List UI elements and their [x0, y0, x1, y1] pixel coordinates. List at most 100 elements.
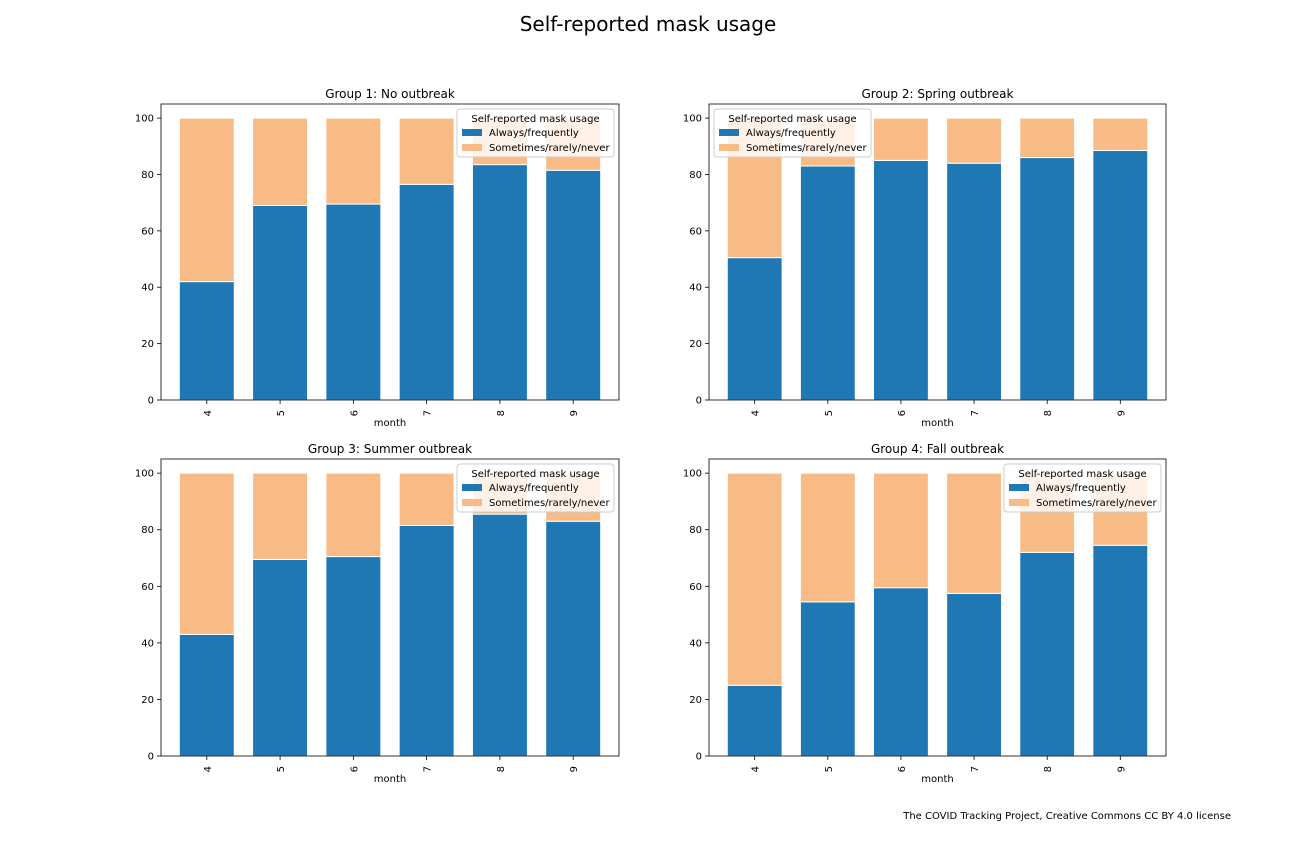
bar-always-month-9 [1092, 150, 1149, 401]
bar-always-month-4 [178, 633, 235, 757]
legend: Self-reported mask usage Always/frequentl… [456, 463, 615, 513]
x-tick-label: 8 [496, 410, 507, 416]
x-tick-label: 9 [569, 410, 580, 416]
plot-frame [708, 458, 1167, 757]
bar-sometimes-month-7 [946, 117, 1002, 164]
bar-always-month-7 [398, 183, 455, 401]
legend-box [1003, 463, 1162, 513]
figure-title: Self-reported mask usage [519, 12, 777, 36]
bar-always-month-5 [799, 165, 856, 401]
bar-sometimes-month-7 [398, 117, 455, 185]
subplot-title: Group 1: No outbreak [325, 87, 455, 101]
y-tick-label: 0 [696, 396, 702, 407]
bar-sometimes-month-6 [325, 117, 382, 205]
legend-title: Self-reported mask usage [1018, 469, 1146, 480]
bar-sometimes-month-6 [325, 472, 382, 558]
y-tick-label: 20 [141, 339, 154, 350]
bar-sometimes-month-5 [252, 472, 309, 560]
bar-always-month-5 [252, 558, 309, 757]
x-tick-label: 5 [824, 410, 835, 416]
plot-frame [160, 103, 620, 401]
y-tick-label: 80 [141, 170, 154, 181]
bar-sometimes-month-9 [1092, 117, 1149, 152]
legend-swatch-always [719, 129, 739, 136]
bar-sometimes-month-5 [799, 472, 856, 603]
bar-always-month-6 [873, 587, 929, 757]
legend-swatch-sometimes [1009, 499, 1029, 506]
legend-label: Always/frequently [489, 128, 579, 139]
bar-always-month-8 [471, 164, 528, 401]
bar-always-month-6 [325, 556, 382, 757]
legend-label: Sometimes/rarely/never [489, 143, 610, 154]
legend-box [456, 463, 615, 513]
legend-swatch-sometimes [462, 499, 482, 506]
x-tick-label: 4 [751, 410, 762, 416]
legend-swatch-sometimes [719, 144, 739, 151]
x-tick-label: 8 [496, 766, 507, 772]
legend: Self-reported mask usage Always/frequentl… [1003, 463, 1162, 513]
x-tick-label: 6 [897, 410, 908, 416]
x-tick-label: 5 [276, 410, 287, 416]
bar-always-month-7 [946, 592, 1002, 757]
bar-sometimes-month-7 [398, 472, 455, 526]
bar-always-month-5 [252, 204, 309, 401]
bar-always-month-4 [726, 684, 783, 757]
x-tick-label: 8 [1043, 410, 1054, 416]
y-tick-label: 20 [689, 339, 702, 350]
bar-always-month-4 [726, 257, 783, 401]
y-tick-label: 40 [689, 283, 702, 294]
bar-always-month-8 [1019, 551, 1076, 757]
y-tick-label: 60 [689, 226, 702, 237]
x-tick-label: 6 [349, 766, 360, 772]
y-tick-label: 60 [141, 226, 154, 237]
legend-label: Sometimes/rarely/never [746, 143, 867, 154]
legend-label: Always/frequently [489, 483, 579, 494]
legend-box [456, 108, 615, 158]
y-tick-label: 60 [689, 582, 702, 593]
y-tick-label: 100 [135, 469, 154, 480]
y-tick-label: 60 [141, 582, 154, 593]
bar-always-month-9 [1092, 544, 1149, 757]
y-tick-label: 100 [683, 469, 702, 480]
y-tick-label: 100 [683, 114, 702, 125]
x-axis-label: month [374, 418, 406, 429]
y-tick-label: 40 [141, 638, 154, 649]
y-tick-label: 80 [141, 525, 154, 536]
plot-frame [160, 458, 620, 757]
bar-always-month-7 [946, 162, 1002, 401]
x-tick-label: 4 [203, 410, 214, 416]
y-tick-label: 20 [141, 695, 154, 706]
x-tick-label: 9 [1116, 410, 1127, 416]
y-tick-label: 80 [689, 170, 702, 181]
x-tick-label: 8 [1043, 766, 1054, 772]
bar-always-month-4 [178, 281, 235, 401]
y-tick-label: 20 [689, 695, 702, 706]
legend: Self-reported mask usage Always/frequentl… [713, 108, 872, 158]
legend-label: Always/frequently [746, 128, 836, 139]
x-tick-label: 7 [970, 410, 981, 416]
bar-sometimes-month-5 [252, 117, 309, 206]
legend-swatch-always [462, 129, 482, 136]
bar-sometimes-month-7 [946, 472, 1002, 594]
x-tick-label: 4 [751, 766, 762, 772]
legend-swatch-always [1009, 484, 1029, 491]
x-axis-label: month [921, 418, 953, 429]
y-tick-label: 0 [148, 752, 154, 763]
x-tick-label: 6 [349, 410, 360, 416]
legend: Self-reported mask usage Always/frequentl… [456, 108, 615, 158]
bar-always-month-7 [398, 524, 455, 757]
y-tick-label: 40 [689, 638, 702, 649]
y-tick-label: 40 [141, 283, 154, 294]
x-tick-label: 7 [423, 766, 434, 772]
legend-title: Self-reported mask usage [471, 469, 599, 480]
x-tick-label: 5 [824, 766, 835, 772]
bar-always-month-8 [471, 513, 528, 757]
plot-frame [708, 103, 1167, 401]
legend-label: Sometimes/rarely/never [1036, 498, 1157, 509]
bar-always-month-6 [325, 203, 382, 401]
bar-always-month-8 [1019, 157, 1076, 401]
chart-panel-2: 4 5 6 7 8 9 0 20 40 60 80 100 Group 2: Spring outbre… [683, 87, 1167, 429]
chart-panel-4: 4 5 6 7 8 9 0 20 40 60 80 100 Group 4: Fall outbreak… [683, 442, 1167, 785]
bar-sometimes-month-6 [873, 117, 929, 161]
